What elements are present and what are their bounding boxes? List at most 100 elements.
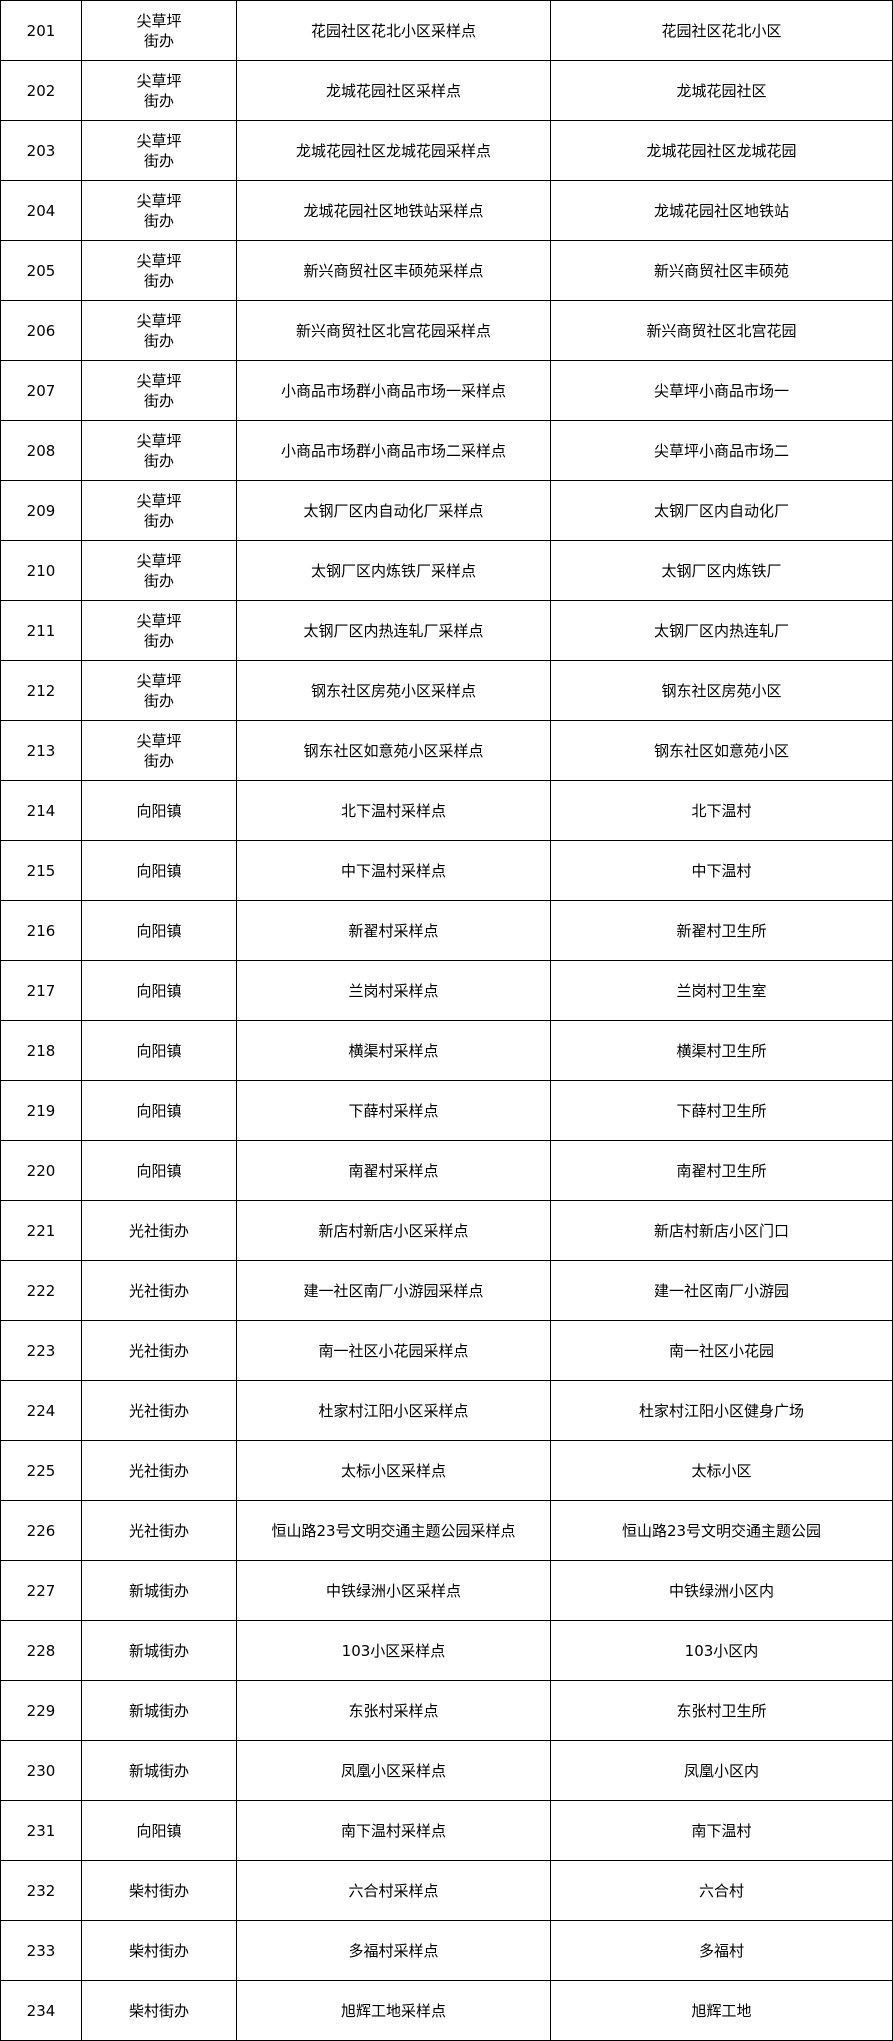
sampling-site-address: 多福村 [550, 1920, 893, 1981]
sampling-site-address: 龙城花园社区地铁站 [550, 180, 893, 241]
sampling-site-address: 中下温村 [550, 840, 893, 901]
sampling-site-address: 旭辉工地 [550, 1980, 893, 2041]
sampling-site-address: 兰岗村卫生室 [550, 960, 893, 1021]
sampling-site-address: 尖草坪小商品市场二 [550, 420, 893, 481]
table-row: 215 向阳镇 中下温村采样点 中下温村 [0, 840, 893, 901]
sampling-site-name: 小商品市场群小商品市场一采样点 [236, 360, 551, 421]
sampling-site-address: 东张村卫生所 [550, 1680, 893, 1741]
row-number: 212 [0, 660, 82, 721]
sampling-site-address: 建一社区南厂小游园 [550, 1260, 893, 1321]
sampling-site-name: 兰岗村采样点 [236, 960, 551, 1021]
table-row: 220 向阳镇 南翟村采样点 南翟村卫生所 [0, 1140, 893, 1201]
table-row: 221 光社街办 新店村新店小区采样点 新店村新店小区门口 [0, 1200, 893, 1261]
street-office: 尖草坪 街办 [81, 60, 237, 121]
street-office: 光社街办 [81, 1380, 237, 1441]
sampling-site-address: 新兴商贸社区丰硕苑 [550, 240, 893, 301]
street-office: 新城街办 [81, 1680, 237, 1741]
street-office: 新城街办 [81, 1560, 237, 1621]
sampling-site-name: 凤凰小区采样点 [236, 1740, 551, 1801]
sampling-site-name: 建一社区南厂小游园采样点 [236, 1260, 551, 1321]
sampling-site-name: 新店村新店小区采样点 [236, 1200, 551, 1261]
street-office: 尖草坪 街办 [81, 180, 237, 241]
sampling-site-address: 花园社区花北小区 [550, 0, 893, 61]
street-office: 尖草坪 街办 [81, 420, 237, 481]
row-number: 226 [0, 1500, 82, 1561]
street-office: 光社街办 [81, 1320, 237, 1381]
row-number: 228 [0, 1620, 82, 1681]
sampling-site-address: 尖草坪小商品市场一 [550, 360, 893, 421]
sampling-site-name: 南下温村采样点 [236, 1800, 551, 1861]
sampling-site-address: 新兴商贸社区北宫花园 [550, 300, 893, 361]
row-number: 201 [0, 0, 82, 61]
sampling-site-name: 新兴商贸社区丰硕苑采样点 [236, 240, 551, 301]
street-office: 光社街办 [81, 1260, 237, 1321]
street-office: 新城街办 [81, 1620, 237, 1681]
sampling-site-address: 中铁绿洲小区内 [550, 1560, 893, 1621]
sampling-site-name: 杜家村江阳小区采样点 [236, 1380, 551, 1441]
table-row: 216 向阳镇 新翟村采样点 新翟村卫生所 [0, 900, 893, 961]
row-number: 211 [0, 600, 82, 661]
sampling-site-name: 太钢厂区内自动化厂采样点 [236, 480, 551, 541]
table-row: 219 向阳镇 下薛村采样点 下薛村卫生所 [0, 1080, 893, 1141]
sampling-site-address: 太钢厂区内热连轧厂 [550, 600, 893, 661]
row-number: 208 [0, 420, 82, 481]
table-row: 233 柴村街办 多福村采样点 多福村 [0, 1920, 893, 1981]
sampling-site-name: 新兴商贸社区北宫花园采样点 [236, 300, 551, 361]
sampling-site-name: 中下温村采样点 [236, 840, 551, 901]
table-row: 208 尖草坪 街办 小商品市场群小商品市场二采样点 尖草坪小商品市场二 [0, 420, 893, 481]
row-number: 207 [0, 360, 82, 421]
street-office: 新城街办 [81, 1740, 237, 1801]
street-office: 柴村街办 [81, 1980, 237, 2041]
row-number: 234 [0, 1980, 82, 2041]
table-row: 213 尖草坪 街办 钢东社区如意苑小区采样点 钢东社区如意苑小区 [0, 720, 893, 781]
sampling-site-address: 六合村 [550, 1860, 893, 1921]
row-number: 202 [0, 60, 82, 121]
sampling-site-address: 太钢厂区内自动化厂 [550, 480, 893, 541]
street-office: 尖草坪 街办 [81, 360, 237, 421]
table-row: 232 柴村街办 六合村采样点 六合村 [0, 1860, 893, 1921]
table-row: 226 光社街办 恒山路23号文明交通主题公园采样点 恒山路23号文明交通主题公园 [0, 1500, 893, 1561]
row-number: 224 [0, 1380, 82, 1441]
street-office: 尖草坪 街办 [81, 540, 237, 601]
table-row: 203 尖草坪 街办 龙城花园社区龙城花园采样点 龙城花园社区龙城花园 [0, 120, 893, 181]
table-row: 206 尖草坪 街办 新兴商贸社区北宫花园采样点 新兴商贸社区北宫花园 [0, 300, 893, 361]
row-number: 230 [0, 1740, 82, 1801]
table-row: 230 新城街办 凤凰小区采样点 凤凰小区内 [0, 1740, 893, 1801]
street-office: 尖草坪 街办 [81, 240, 237, 301]
table-row: 201 尖草坪 街办 花园社区花北小区采样点 花园社区花北小区 [0, 0, 893, 61]
sampling-site-address: 恒山路23号文明交通主题公园 [550, 1500, 893, 1561]
table-row: 205 尖草坪 街办 新兴商贸社区丰硕苑采样点 新兴商贸社区丰硕苑 [0, 240, 893, 301]
sampling-site-name: 太标小区采样点 [236, 1440, 551, 1501]
table-row: 210 尖草坪 街办 太钢厂区内炼铁厂采样点 太钢厂区内炼铁厂 [0, 540, 893, 601]
sampling-site-address: 下薛村卫生所 [550, 1080, 893, 1141]
row-number: 218 [0, 1020, 82, 1081]
sampling-site-name: 横渠村采样点 [236, 1020, 551, 1081]
sampling-site-address: 南翟村卫生所 [550, 1140, 893, 1201]
sampling-site-name: 东张村采样点 [236, 1680, 551, 1741]
table-row: 224 光社街办 杜家村江阳小区采样点 杜家村江阳小区健身广场 [0, 1380, 893, 1441]
sampling-site-name: 恒山路23号文明交通主题公园采样点 [236, 1500, 551, 1561]
row-number: 231 [0, 1800, 82, 1861]
sampling-site-name: 太钢厂区内炼铁厂采样点 [236, 540, 551, 601]
sampling-site-name: 南翟村采样点 [236, 1140, 551, 1201]
sampling-site-name: 多福村采样点 [236, 1920, 551, 1981]
street-office: 柴村街办 [81, 1860, 237, 1921]
row-number: 229 [0, 1680, 82, 1741]
sampling-site-name: 龙城花园社区龙城花园采样点 [236, 120, 551, 181]
table-row: 202 尖草坪 街办 龙城花园社区采样点 龙城花园社区 [0, 60, 893, 121]
row-number: 214 [0, 780, 82, 841]
row-number: 223 [0, 1320, 82, 1381]
row-number: 220 [0, 1140, 82, 1201]
street-office: 光社街办 [81, 1440, 237, 1501]
row-number: 219 [0, 1080, 82, 1141]
street-office: 尖草坪 街办 [81, 720, 237, 781]
table-row: 211 尖草坪 街办 太钢厂区内热连轧厂采样点 太钢厂区内热连轧厂 [0, 600, 893, 661]
sampling-site-address: 太钢厂区内炼铁厂 [550, 540, 893, 601]
street-office: 向阳镇 [81, 1080, 237, 1141]
sampling-site-address: 南下温村 [550, 1800, 893, 1861]
row-number: 215 [0, 840, 82, 901]
street-office: 向阳镇 [81, 1800, 237, 1861]
table-row: 214 向阳镇 北下温村采样点 北下温村 [0, 780, 893, 841]
row-number: 209 [0, 480, 82, 541]
